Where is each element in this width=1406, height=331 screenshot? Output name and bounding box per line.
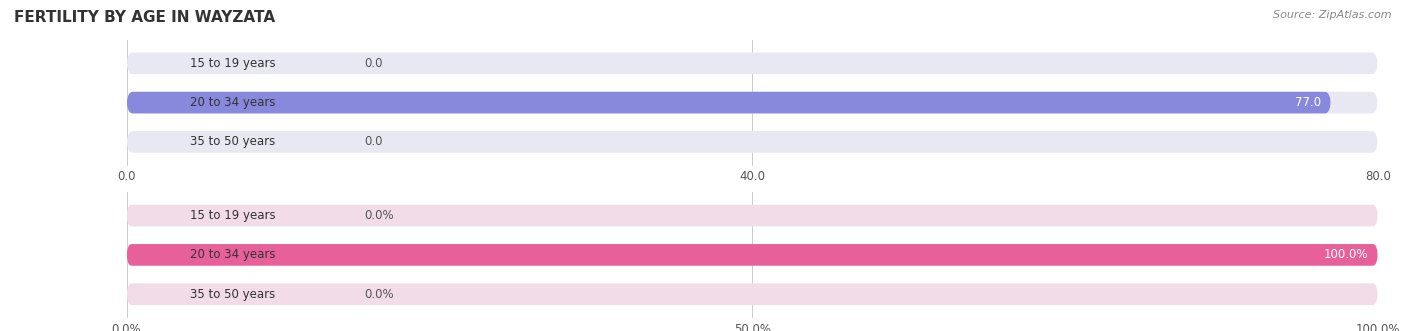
Text: 20 to 34 years: 20 to 34 years <box>190 248 276 261</box>
FancyBboxPatch shape <box>127 205 1378 226</box>
Text: 35 to 50 years: 35 to 50 years <box>190 288 276 301</box>
FancyBboxPatch shape <box>127 53 1378 74</box>
FancyBboxPatch shape <box>127 244 1378 266</box>
FancyBboxPatch shape <box>127 131 1378 153</box>
FancyBboxPatch shape <box>127 283 1378 305</box>
Text: 0.0%: 0.0% <box>364 288 394 301</box>
Text: 15 to 19 years: 15 to 19 years <box>190 57 276 70</box>
Text: 15 to 19 years: 15 to 19 years <box>190 209 276 222</box>
Text: 20 to 34 years: 20 to 34 years <box>190 96 276 109</box>
Text: 0.0%: 0.0% <box>364 209 394 222</box>
Text: 35 to 50 years: 35 to 50 years <box>190 135 276 148</box>
Text: 77.0: 77.0 <box>1295 96 1322 109</box>
Text: 100.0%: 100.0% <box>1323 248 1368 261</box>
Text: FERTILITY BY AGE IN WAYZATA: FERTILITY BY AGE IN WAYZATA <box>14 10 276 25</box>
FancyBboxPatch shape <box>127 244 1378 266</box>
FancyBboxPatch shape <box>127 92 1331 114</box>
FancyBboxPatch shape <box>127 92 1378 114</box>
Text: Source: ZipAtlas.com: Source: ZipAtlas.com <box>1274 10 1392 20</box>
Text: 0.0: 0.0 <box>364 135 382 148</box>
Text: 0.0: 0.0 <box>364 57 382 70</box>
